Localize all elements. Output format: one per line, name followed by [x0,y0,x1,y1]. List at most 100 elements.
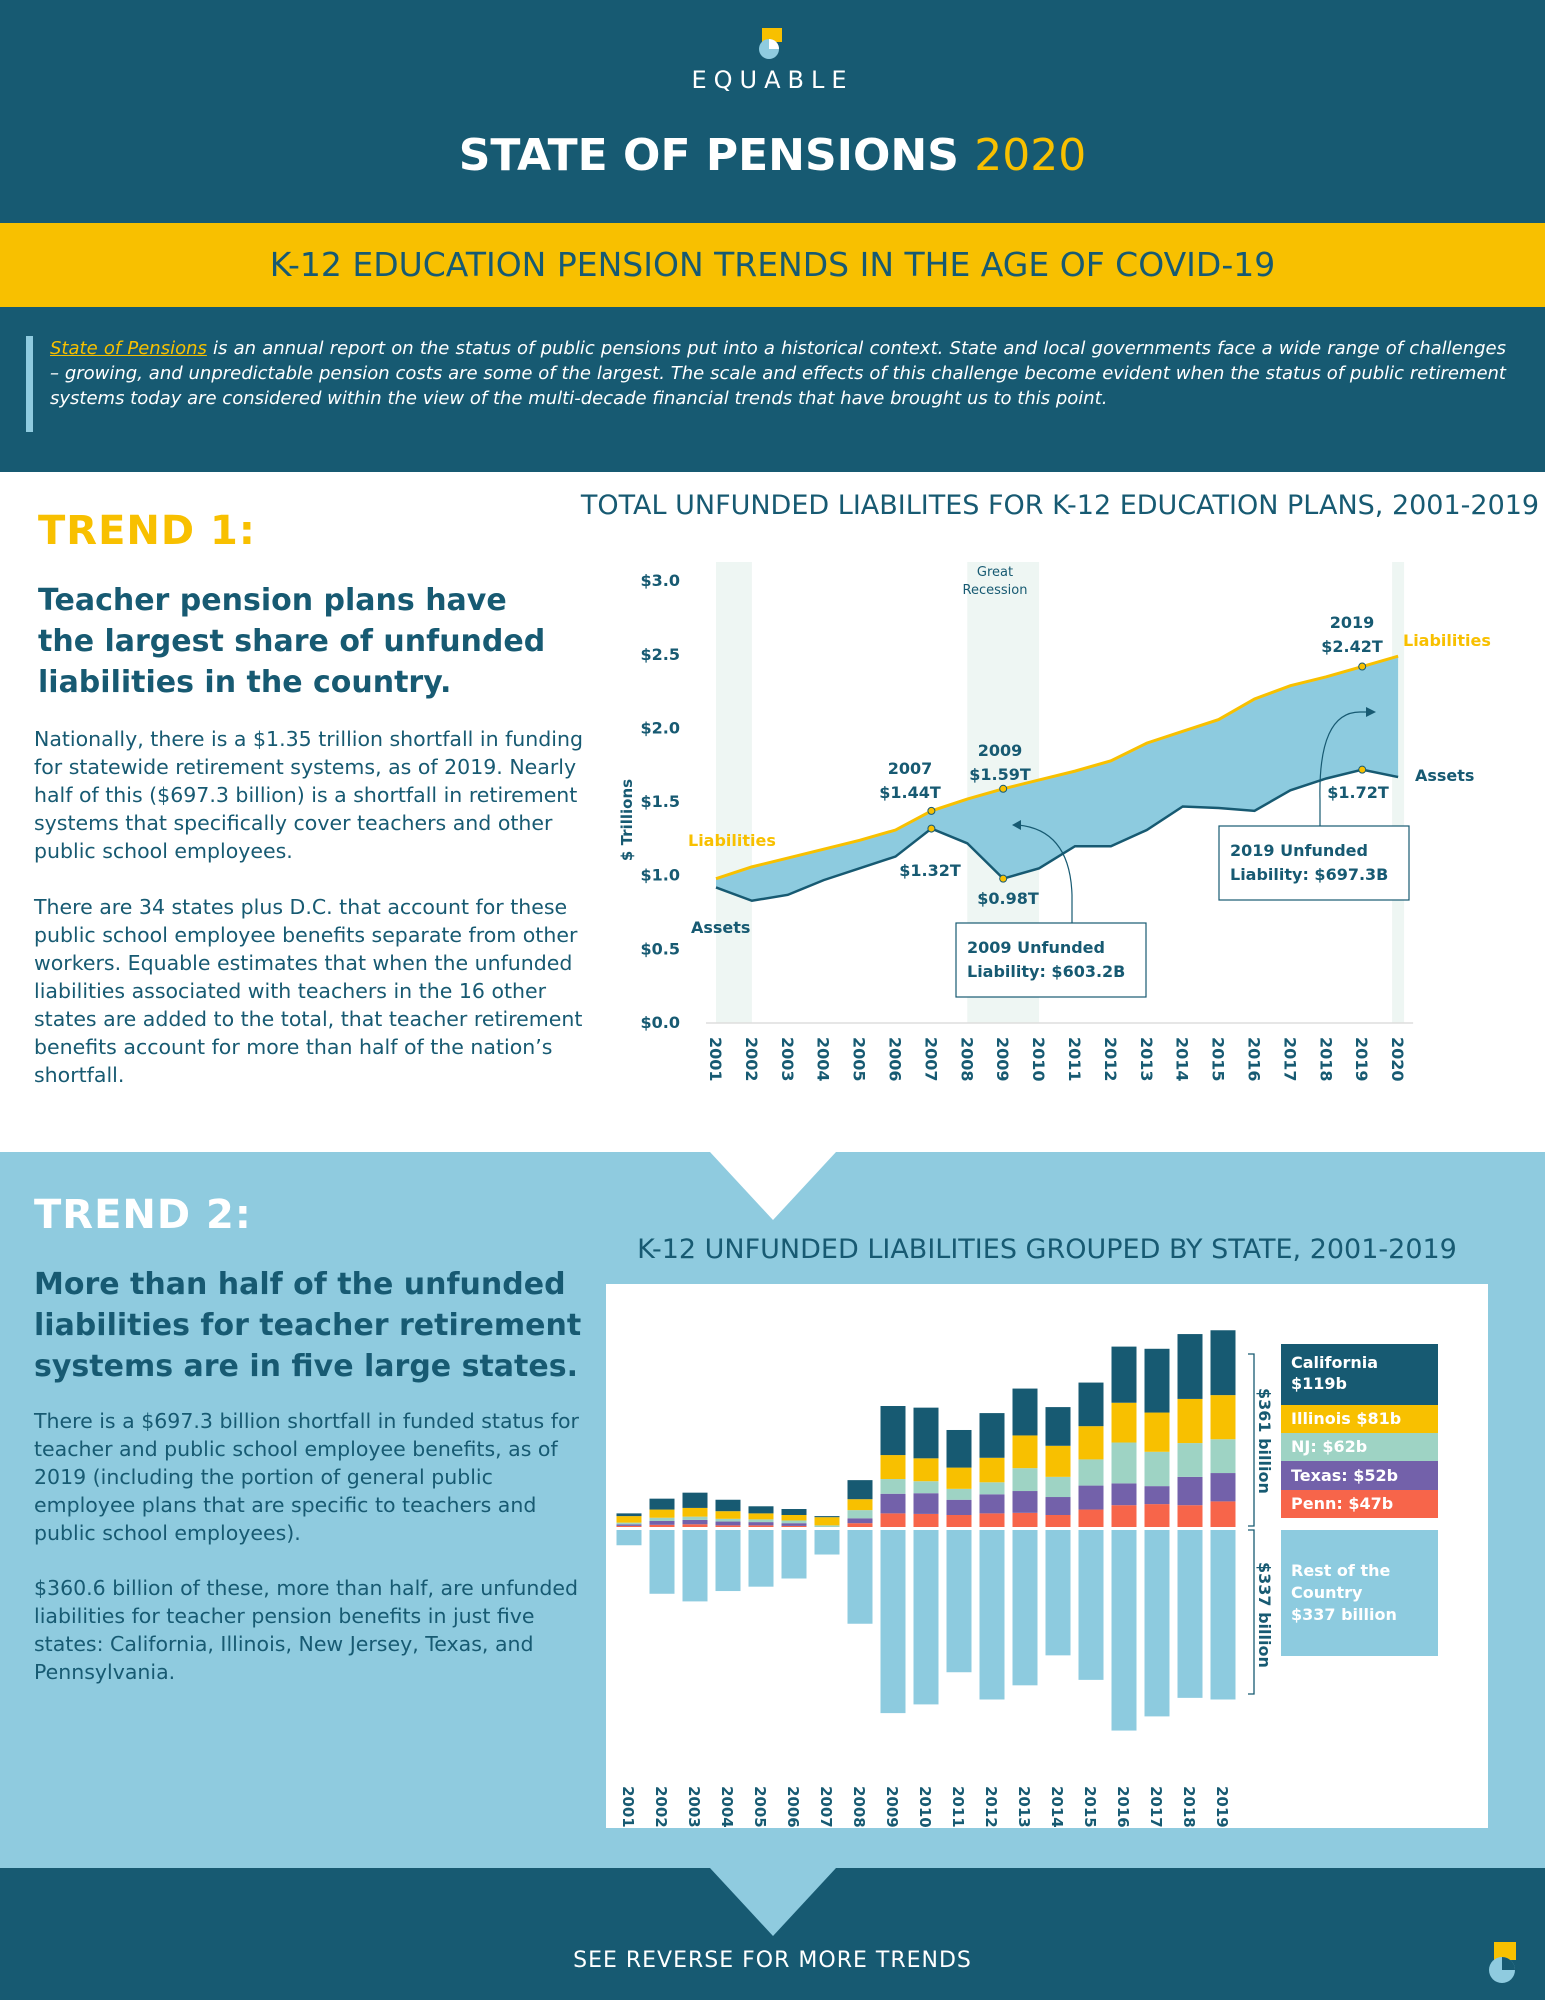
y-axis-label: $ Trillions [618,779,636,861]
bar-illinois [1210,1395,1236,1440]
assets-line [715,768,1399,903]
bar-penn [1144,1504,1170,1527]
x-tick-label: 2004 [814,1037,833,1082]
intro-body: is an annual report on the status of pub… [50,338,1507,409]
bar-nj [913,1481,939,1494]
x-tick-label: 2004 [718,1786,736,1828]
bar-nj [715,1518,741,1522]
x-tick-label: 2012 [982,1786,1000,1828]
bar-texas [946,1499,972,1516]
bar-rest-of-the-country [1045,1530,1071,1656]
x-tick-label: 2002 [742,1037,761,1082]
bar-texas [715,1521,741,1526]
bar-penn [649,1524,675,1527]
bar-nj [682,1516,708,1520]
bar-illinois [781,1515,807,1521]
brand-name: EQUABLE [691,66,854,94]
bar-california [1012,1388,1038,1436]
x-tick-label: 2011 [949,1786,967,1828]
bar-texas [748,1522,774,1526]
x-tick-label: 2016 [1114,1786,1132,1828]
intro-text: State of Pensions is an annual report on… [50,336,1506,411]
x-tick-label: 2007 [817,1786,835,1828]
chart1-area-chart: $0.0 $0.5 $1.0 $1.5 $2.0 $2.5 $3.0 2001 2002 2003… [618,562,1491,1082]
bar-nj [1012,1468,1038,1492]
x-tick-label: 2017 [1280,1037,1299,1082]
x-tick-label: 2019 [1213,1786,1231,1828]
callout-2009-line2: Liability: $603.2B [967,962,1125,981]
x-tick-label: 2013 [1015,1786,1033,1828]
bar-penn [715,1525,741,1527]
chart2-title: K-12 UNFUNDED LIABILITIES GROUPED BY STA… [637,1234,1457,1265]
bar-penn [847,1523,873,1527]
legend-texas-line1: Texas: $52b [1291,1466,1399,1485]
recession-label-1: Great [977,565,1013,580]
bar-penn [946,1515,972,1527]
bar-rest-of-the-country [880,1530,906,1714]
bar-nj [649,1517,675,1522]
trend2-subheading: More than half of the unfunded liabiliti… [34,1267,582,1384]
bar-texas [847,1518,873,1524]
bar-california [715,1499,741,1512]
annotation-point [999,874,1008,883]
bar-penn [682,1524,708,1527]
bar-nj [781,1520,807,1524]
bar-texas [880,1493,906,1514]
x-tick-label: 2011 [1065,1037,1084,1082]
callout-2019-connector [1319,711,1368,826]
bar-rest-of-the-country [649,1530,675,1594]
bar-texas [781,1523,807,1526]
bracket-361-label: $361 billion [1255,1388,1274,1494]
bar-texas [1144,1486,1170,1505]
x-tick-label: 2015 [1081,1786,1099,1828]
bar-california [946,1429,972,1468]
callout-2009-connector [1017,824,1073,923]
banner: K-12 EDUCATION PENSION TRENDS IN THE AGE… [0,223,1545,307]
x-tick-label: 2005 [751,1786,769,1828]
assets-label-left: Assets [691,918,750,937]
bar-california [682,1492,708,1508]
callout-2009-box [955,922,1147,998]
bar-rest-of-the-country [979,1530,1005,1700]
bar-california [847,1480,873,1500]
annotation-point [927,806,936,815]
bar-illinois [1078,1426,1104,1460]
x-tick-label: 2001 [619,1786,637,1828]
state-of-pensions-link[interactable]: State of Pensions [50,338,207,359]
bar-illinois [814,1517,840,1526]
bar-penn [781,1525,807,1527]
annot-2019-assets: $1.72T [1327,783,1389,802]
bar-penn [1012,1512,1038,1527]
bar-texas [979,1494,1005,1514]
liabilities-label-left: Liabilities [688,831,776,850]
x-tick-label: 2019 [1352,1037,1371,1082]
x-tick-label: 2016 [1245,1037,1264,1082]
bar-california [748,1506,774,1514]
see-reverse-link[interactable]: SEE REVERSE FOR MORE TRENDS [573,1948,972,1973]
bar-rest-of-the-country [1144,1530,1170,1717]
bar-illinois [1111,1402,1137,1443]
bracket-337-icon [1248,1529,1255,1695]
x-tick-label: 2007 [921,1037,940,1082]
bar-california [814,1516,840,1518]
x-tick-label: 2009 [883,1786,901,1828]
bar-illinois [748,1513,774,1520]
bar-penn [616,1525,642,1527]
bar-nj [1210,1439,1236,1474]
bar-illinois [913,1458,939,1482]
trend1-para1: Nationally, there is a $1.35 trillion sh… [34,727,583,863]
bar-california [649,1498,675,1510]
bar-penn [979,1513,1005,1527]
x-tick-label: 2006 [886,1037,905,1082]
x-tick-label: 2008 [850,1786,868,1828]
x-tick-label: 2010 [916,1786,934,1828]
assets-label-right: Assets [1415,766,1474,785]
bar-california [1210,1330,1236,1396]
trend1-para2: There are 34 states plus D.C. that accou… [34,895,583,1087]
x-tick-label: 2013 [1137,1037,1156,1082]
bracket-337-label: $337 billion [1255,1562,1274,1668]
bar-nj [1177,1443,1203,1477]
bar-rest-of-the-country [814,1530,840,1555]
footer-logo-icon [1489,1942,1516,1983]
legend-rest-line1: Rest of the [1291,1561,1391,1580]
